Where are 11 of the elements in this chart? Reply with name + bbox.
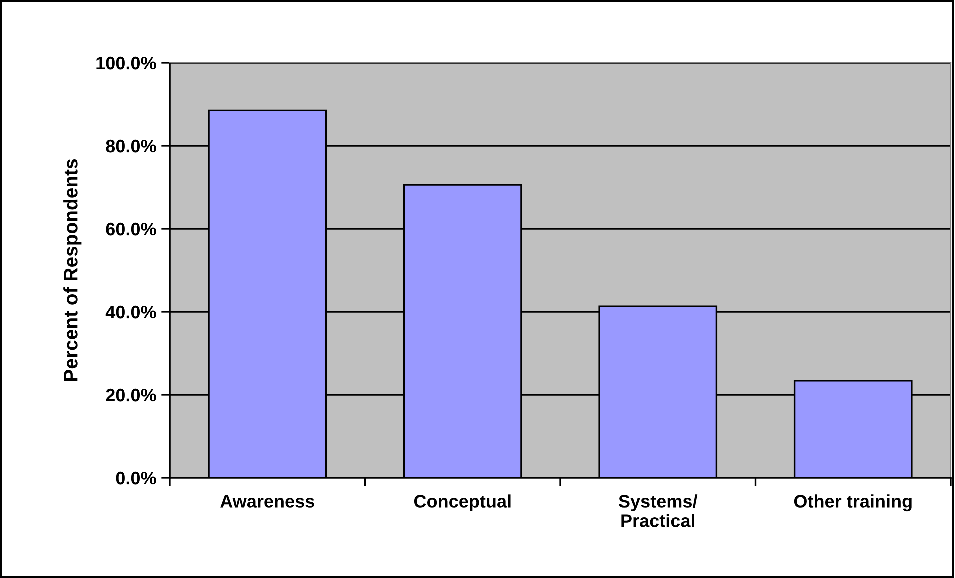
y-tick-label: 20.0% [106,388,156,402]
x-tick-label: Other training [794,494,912,512]
y-tick-label: 60.0% [106,222,156,236]
x-tick-label: Systems/ Practical [619,494,698,528]
y-tick-label: 40.0% [106,306,156,319]
y-tick-label: 80.0% [106,140,156,153]
y-tick-label: 100.0% [96,56,156,70]
x-tick-label: Awareness [220,495,314,508]
x-tick-label: Conceptual [414,494,511,512]
y-axis-title: Percent of Respondents [64,159,82,382]
y-tick-label: 0.0% [116,472,156,485]
